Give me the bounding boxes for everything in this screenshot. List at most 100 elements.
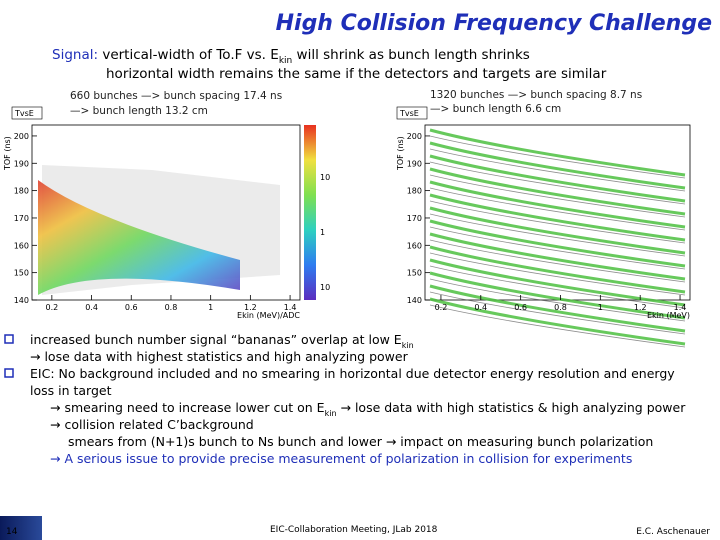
y-tick-label: 140 bbox=[407, 296, 422, 305]
signal-band bbox=[429, 239, 686, 283]
bullet-text: → lose data with highest statistics and … bbox=[30, 349, 409, 364]
bullet-marker bbox=[4, 368, 14, 378]
signal-band bbox=[429, 135, 686, 179]
signal-band bbox=[429, 271, 686, 320]
caption: —> bunch length 13.2 cm bbox=[70, 105, 208, 117]
y-tick-label: 200 bbox=[14, 132, 29, 141]
text: increased bunch number signal “bananas” … bbox=[30, 332, 402, 347]
signal-label: Signal: bbox=[52, 47, 98, 63]
x-axis-label: Ekin (MeV)/ADC bbox=[237, 311, 300, 320]
stat-label: TvsE bbox=[399, 109, 419, 118]
subscript: kin bbox=[279, 56, 292, 66]
x-tick-label: 0.4 bbox=[85, 303, 98, 312]
colorbar-label: 10 bbox=[320, 173, 330, 182]
plot-frame bbox=[424, 124, 691, 301]
y-tick-label: 180 bbox=[14, 187, 29, 196]
signal-band bbox=[429, 291, 686, 335]
signal-band bbox=[429, 219, 686, 268]
signal-line: horizontal width remains the same if the… bbox=[106, 66, 607, 82]
signal-band bbox=[429, 226, 686, 270]
x-tick-label: 1.4 bbox=[284, 303, 297, 312]
subscript: kin bbox=[402, 341, 414, 350]
slide-title: High Collision Frequency Challenge bbox=[276, 11, 712, 36]
bullet-text: → smearing need to increase lower cut on… bbox=[50, 400, 686, 418]
signal-band bbox=[429, 258, 686, 307]
y-tick-label: 170 bbox=[14, 214, 29, 223]
stat-label: TvsE bbox=[14, 109, 34, 118]
signal-band bbox=[429, 232, 686, 281]
signal-band bbox=[429, 180, 686, 229]
signal-band bbox=[429, 297, 686, 346]
y-tick-label: 160 bbox=[14, 241, 29, 250]
stat-box bbox=[396, 106, 428, 120]
x-axis-label: Ekin (MeV) bbox=[647, 311, 690, 320]
signal-line: Signal: vertical-width of To.F vs. Ekin … bbox=[52, 47, 530, 67]
heatmap-band bbox=[38, 180, 240, 295]
y-tick-label: 190 bbox=[14, 159, 29, 168]
x-tick-label: 1.4 bbox=[674, 303, 687, 312]
x-tick-label: 0.8 bbox=[554, 303, 567, 312]
signal-band bbox=[429, 187, 686, 231]
plots: 10 1 10 140 150 160 170 180 190 200 0.2 0.4 0.6 0.8 1 1… bbox=[3, 106, 691, 348]
caption: —> bunch length 6.6 cm bbox=[430, 103, 561, 115]
signal-band bbox=[429, 148, 686, 192]
x-tick-label: 0.2 bbox=[435, 303, 448, 312]
y-tick-label: 150 bbox=[14, 269, 29, 278]
bullet-text: loss in target bbox=[30, 383, 112, 398]
signal-band bbox=[429, 304, 686, 348]
stat-box bbox=[11, 106, 43, 120]
signal-band bbox=[429, 200, 686, 244]
signal-band bbox=[429, 167, 686, 216]
x-tick-label: 0.6 bbox=[125, 303, 138, 312]
signal-band bbox=[429, 245, 686, 294]
bullet-text: EIC: No background included and no smear… bbox=[30, 366, 675, 381]
x-tick-label: 0.8 bbox=[165, 303, 178, 312]
text: vertical-width of To.F vs. E bbox=[102, 47, 278, 63]
signal-band bbox=[429, 284, 686, 333]
signal-band bbox=[429, 213, 686, 257]
text: will shrink as bunch length shrinks bbox=[297, 47, 530, 63]
footer-meeting: EIC-Collaboration Meeting, JLab 2018 bbox=[270, 525, 438, 535]
signal-band bbox=[429, 174, 686, 218]
x-tick-label: 1.2 bbox=[244, 303, 257, 312]
y-tick-label: 190 bbox=[407, 159, 422, 168]
signal-band bbox=[429, 278, 686, 322]
signal-band bbox=[429, 154, 686, 203]
x-tick-label: 0.2 bbox=[45, 303, 58, 312]
page-number: 14 bbox=[6, 527, 18, 537]
y-axis-label: TOF (ns) bbox=[3, 136, 12, 171]
y-tick-label: 140 bbox=[14, 296, 29, 305]
bullet-text: → A serious issue to provide precise mea… bbox=[50, 451, 632, 466]
footer-panel bbox=[0, 516, 42, 540]
subscript: kin bbox=[325, 409, 337, 418]
x-tick-label: 0.4 bbox=[474, 303, 487, 312]
text: → lose data with high statistics & high … bbox=[337, 400, 687, 415]
y-tick-label: 180 bbox=[407, 187, 422, 196]
signal-band bbox=[429, 161, 686, 205]
x-tick-label: 1.2 bbox=[634, 303, 647, 312]
y-axis-label: TOF (ns) bbox=[396, 136, 405, 171]
bullet-text: smears from (N+1)s bunch to Ns bunch and… bbox=[68, 434, 653, 449]
bullet-marker bbox=[4, 334, 14, 344]
x-tick-label: 1 bbox=[208, 303, 213, 312]
signal-band bbox=[429, 252, 686, 296]
bullet-text: → collision related C’background bbox=[50, 417, 254, 432]
signal-band bbox=[429, 128, 686, 177]
colorbar-label: 10 bbox=[320, 283, 330, 292]
bullets: increased bunch number signal “bananas” … bbox=[4, 332, 686, 466]
caption: 660 bunches —> bunch spacing 17.4 ns bbox=[70, 90, 282, 102]
x-tick-label: 0.6 bbox=[514, 303, 527, 312]
y-tick-label: 170 bbox=[407, 214, 422, 223]
caption: 1320 bunches —> bunch spacing 8.7 ns bbox=[430, 89, 642, 101]
bullet-text: increased bunch number signal “bananas” … bbox=[30, 332, 414, 350]
text: → smearing need to increase lower cut on… bbox=[50, 400, 325, 415]
x-tick-label: 1 bbox=[598, 303, 603, 312]
signal-band bbox=[429, 265, 686, 309]
colorbar-label: 1 bbox=[320, 228, 325, 237]
color-bar bbox=[304, 125, 316, 300]
y-tick-label: 200 bbox=[407, 132, 422, 141]
signal-band bbox=[429, 206, 686, 255]
signal-band bbox=[429, 141, 686, 190]
y-tick-label: 150 bbox=[407, 269, 422, 278]
